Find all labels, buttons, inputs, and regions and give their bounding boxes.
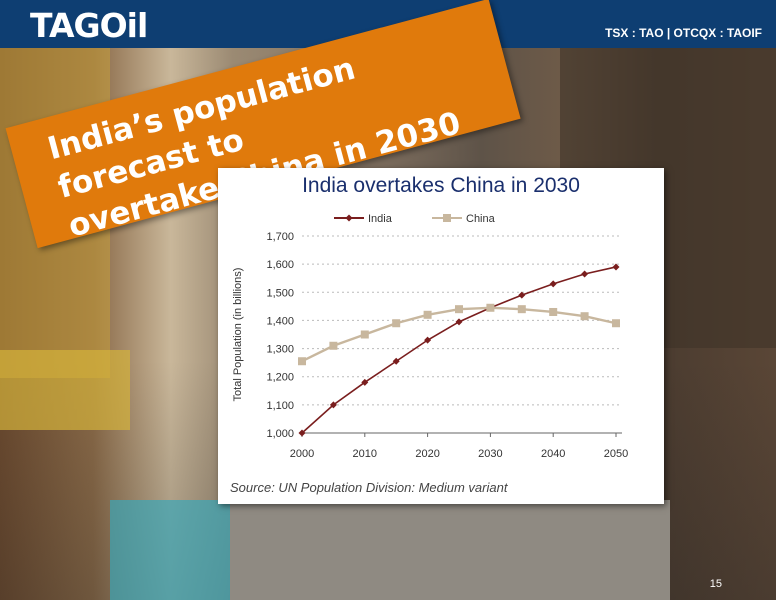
series-line-china (301, 306, 617, 363)
data-point-india (329, 401, 337, 409)
y-tick-label: 1,200 (266, 372, 294, 384)
data-point-india (298, 429, 306, 437)
line-chart: 1,000 1,100 1,200 1,300 1,400 1,500 1,600 1,700… (232, 213, 628, 460)
x-tick-label: 2020 (415, 448, 439, 460)
data-point-india (424, 336, 432, 344)
legend-marker-china (443, 214, 451, 222)
chart-title: India overtakes China in 2030 (302, 174, 580, 197)
legend-marker-india (345, 214, 353, 222)
y-tick-label: 1,300 (266, 344, 294, 356)
data-point-india (455, 318, 463, 326)
data-point-china (517, 305, 526, 314)
y-axis-label: Total Population (in billions) (232, 268, 244, 402)
data-point-india (581, 270, 589, 278)
header-bar: TAGOil TSX : TAO | OTCQX : TAOIF (0, 0, 776, 48)
chart-panel: India overtakes China in 2030 1,000 1,100… (218, 168, 664, 504)
x-tick-label: 2050 (604, 448, 628, 460)
data-point-china (329, 341, 338, 350)
data-point-india (361, 378, 369, 386)
data-point-india (549, 280, 557, 288)
y-tick-label: 1,400 (266, 315, 294, 327)
source-note: Source: UN Population Division: Medium v… (230, 480, 508, 495)
legend-label-china: China (466, 213, 496, 225)
y-tick-label: 1,700 (266, 231, 294, 243)
y-tick-label: 1,600 (266, 259, 294, 271)
data-point-india (392, 357, 400, 365)
data-point-china (423, 310, 432, 319)
data-point-china (612, 319, 620, 328)
x-tick-label: 2030 (478, 448, 502, 460)
y-tick-label: 1,100 (266, 400, 294, 412)
y-tick-label: 1,500 (266, 287, 294, 299)
data-point-india (518, 291, 526, 299)
data-point-india (612, 263, 620, 271)
x-tick-label: 2010 (353, 448, 377, 460)
data-point-china (486, 303, 495, 312)
data-point-china (580, 312, 589, 321)
data-point-china (298, 357, 306, 366)
x-tick-label: 2040 (541, 448, 565, 460)
legend-label-india: India (368, 213, 393, 225)
data-point-china (455, 305, 463, 314)
data-point-china (392, 319, 401, 328)
data-point-china (360, 330, 369, 339)
data-point-china (549, 307, 558, 316)
page-number: 15 (709, 578, 722, 590)
y-tick-label: 1,000 (266, 428, 294, 440)
ticker-symbols: TSX : TAO | OTCQX : TAOIF (605, 26, 762, 40)
company-logo: TAGOil (30, 6, 148, 45)
x-tick-label: 2000 (290, 448, 314, 460)
